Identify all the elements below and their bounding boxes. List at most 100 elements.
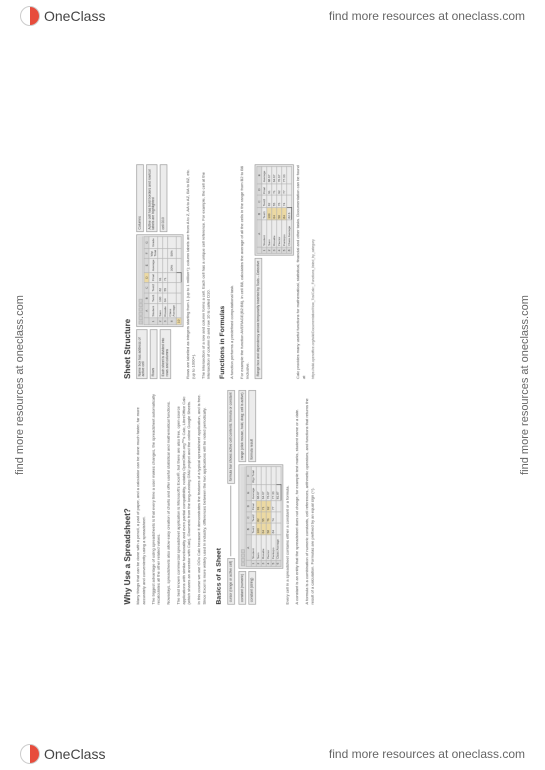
cell: Class Average — [168, 304, 177, 319]
para-1: Many things that can be done with a penc… — [136, 390, 147, 605]
cell — [276, 512, 281, 524]
cell: Wgt Total — [251, 467, 256, 485]
callout-active-cell: Active cell has bold borders and row/col… — [146, 164, 157, 232]
toolbar-button-icon — [139, 308, 143, 312]
heading-why-spreadsheet: Why Use a Spreadsheet? — [123, 390, 132, 605]
callout-namebox: Name box has address of active cell — [136, 329, 147, 379]
callout-rows: Rows — [150, 329, 157, 379]
cell — [168, 293, 177, 304]
url-text: https://wiki.openoffice.org/wiki/Documen… — [312, 164, 317, 379]
cell: 50% — [168, 248, 177, 258]
tagline-top: find more resources at oneclass.com — [329, 9, 525, 23]
cell: Test2 — [149, 282, 158, 293]
scanned-page: Why Use a Spreadsheet? Many things that … — [123, 164, 424, 604]
cell — [287, 167, 292, 184]
arrow-icon — [231, 486, 232, 557]
tagline-bottom: find more resources at oneclass.com — [329, 747, 525, 761]
heading-sheet-structure: Sheet Structure — [123, 164, 132, 379]
para-constant-def: A constant is an entity that the spreads… — [295, 390, 300, 605]
para-3: Nowadays, spreadsheets also allow easy c… — [167, 390, 172, 605]
cell — [176, 282, 181, 293]
cell — [176, 304, 181, 319]
toolbar-button-icon — [241, 558, 245, 562]
callout-cursor: cursor (range or active cell) — [227, 558, 234, 604]
para-4: The best known commercial spreadsheet ap… — [176, 390, 192, 605]
cell: Average — [251, 485, 256, 501]
cell: Final — [149, 273, 158, 283]
para-average-ex: For example the function AVERAGE(B2:B6),… — [240, 164, 251, 379]
toolbar-button-icon — [241, 550, 245, 554]
callout-each-sheet: Each sheet is divided into rows and colu… — [160, 329, 171, 379]
row-header: 1 — [149, 318, 158, 325]
cell: Test1 — [149, 293, 158, 304]
callout-columns: Columns — [136, 164, 143, 232]
cell — [176, 258, 181, 273]
heading-basics: Basics of a Sheet — [215, 390, 222, 605]
grid-functions: ABCDE 1StudentTest1Test2FinalAverage 2Sa… — [257, 166, 292, 254]
sheet-toolbar — [240, 466, 245, 567]
cell — [287, 195, 292, 207]
brand-logo: OneClass — [20, 6, 105, 26]
para-5: In this course we use OOo Calc because i… — [197, 390, 208, 605]
para-rows-labelled: Rows are labelled as integers starting f… — [186, 164, 197, 379]
cell: Student — [149, 304, 158, 319]
sheet-mock-basics: ABCDEF 1StudentTest1Test2FinalAverageWgt… — [238, 465, 283, 569]
cell — [176, 293, 181, 304]
grid-structure: ABCDEFG 1StudentTest1Test2FinalAverageWg… — [144, 236, 182, 325]
callout-const-num: constant (numeric) — [238, 571, 245, 604]
callout-formula-bar: formula bar shows active cell contents: … — [227, 390, 234, 484]
para-constant-formula: Every cell in a spreadsheet contains eit… — [285, 390, 290, 605]
para-2: The biggest advantage of using spreadshe… — [151, 390, 162, 605]
para-calc-functions: Calc provides many useful functions for … — [296, 164, 307, 379]
cell: Average — [149, 258, 158, 273]
brand-name-bottom: OneClass — [44, 746, 105, 762]
logo-icon — [20, 6, 40, 26]
cell: Grade — [149, 237, 158, 249]
callout-d10: cell D10 — [160, 164, 167, 232]
brand-logo-bottom: OneClass — [20, 744, 105, 764]
row-header: 8 — [168, 318, 177, 325]
cell — [276, 523, 281, 535]
row-header: 8 — [287, 247, 292, 253]
brand-name: OneClass — [44, 8, 105, 24]
heading-functions: Functions in Formulas — [219, 164, 226, 379]
cell — [276, 467, 281, 485]
watermark-top: OneClass find more resources at oneclass… — [0, 0, 545, 32]
cell: Class Average — [287, 220, 292, 247]
row-header: 10 — [176, 318, 181, 325]
callout-formula-res: formula result — [248, 390, 255, 462]
callout-const-str: constant (string) — [248, 571, 255, 604]
toolbar-button-icon — [139, 316, 143, 320]
cell — [276, 501, 281, 512]
callout-range: range (click mouse, hold, drag; cell is … — [238, 390, 245, 462]
cell-b8: 82.6 — [287, 208, 292, 220]
side-text-left: find more resources at oneclass.com — [14, 295, 26, 475]
grid-basics: ABCDEF 1StudentTest1Test2FinalAverageWgt… — [246, 466, 281, 567]
watermark-bottom: OneClass find more resources at oneclass… — [0, 738, 545, 770]
callout-range-box: Range box and dependency arrows temporar… — [255, 258, 262, 379]
cell: Wgt Total — [149, 248, 158, 258]
logo-icon — [20, 744, 40, 764]
toolbar-button-icon — [139, 321, 143, 325]
cell: Test1 — [251, 523, 256, 535]
para-formula-def: A formula is a combination of numeric co… — [305, 390, 316, 605]
row-header: 6 — [276, 561, 281, 567]
para-intersection: The intersection of a row and column for… — [201, 164, 212, 379]
cell — [176, 237, 181, 249]
para-function-def: A function performs a predefined computa… — [230, 164, 235, 379]
cell: Class Average — [276, 535, 281, 561]
cell-d10 — [176, 273, 181, 283]
toolbar-button-icon — [139, 303, 143, 307]
cell: Rosalie — [163, 304, 168, 319]
cell — [287, 184, 292, 196]
cell — [168, 273, 177, 283]
toolbar-button-icon — [241, 563, 245, 567]
sheet-mock-functions: ABCDE 1StudentTest1Test2FinalAverage 2Sa… — [255, 164, 294, 255]
cell — [176, 248, 181, 258]
right-column: Sheet Structure Name box has address of … — [123, 164, 424, 379]
sheet-mock-structure: ABCDEFG 1StudentTest1Test2FinalAverageWg… — [136, 235, 183, 327]
toolbar-button-icon — [139, 299, 143, 303]
side-text-right: find more resources at oneclass.com — [519, 295, 531, 475]
toolbar-button-icon — [139, 312, 143, 316]
sheet-toolbar — [138, 236, 143, 325]
